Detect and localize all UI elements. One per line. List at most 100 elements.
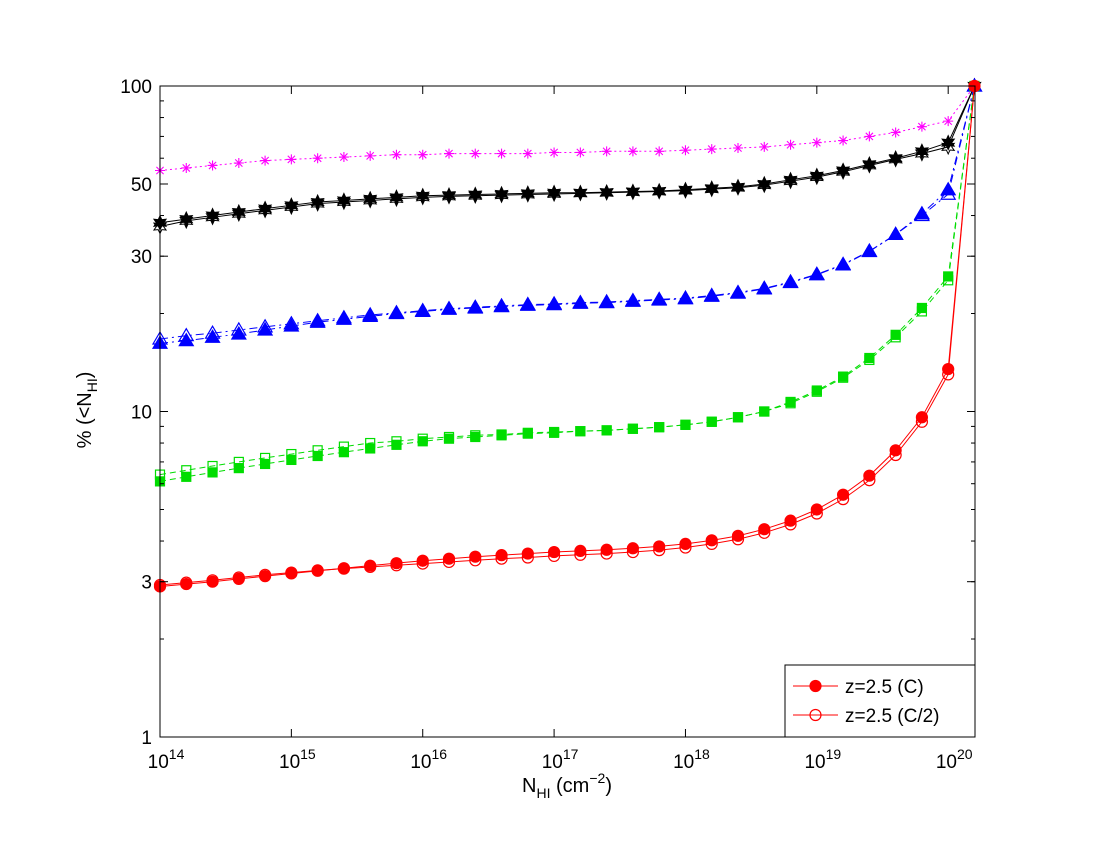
- series-6-point-12: [470, 430, 481, 441]
- series-8-point-12: [469, 554, 482, 567]
- series-6-point-22: [732, 412, 744, 423]
- x-tick-base-1: 10: [279, 752, 300, 773]
- y-tick-label-2: 10: [131, 403, 152, 424]
- x-tick-exp-2: 16: [432, 746, 448, 762]
- series-4-point-29: [913, 207, 930, 222]
- series-0-point-3: [233, 158, 244, 169]
- series-0-point-22: [733, 142, 744, 153]
- series-8-point-21: [705, 537, 718, 550]
- series-0-point-4: [260, 155, 271, 166]
- series-3-point-5: [283, 317, 300, 332]
- series-6: [154, 80, 980, 480]
- series-0-point-5: [286, 154, 297, 165]
- series-4-point-26: [835, 256, 852, 271]
- series-1-point-8: [363, 190, 378, 208]
- series-5-point-8: [365, 443, 376, 454]
- x-axis-ticklabels: 1014 1015 1016 1017 1018 1019 1020: [148, 746, 973, 773]
- x-axis-title-unit-open: (cm: [550, 775, 589, 797]
- series-0-point-9: [391, 149, 402, 160]
- series-6-point-13: [496, 429, 507, 440]
- series-4-point-13: [493, 297, 510, 312]
- series-5-point-7: [338, 447, 350, 458]
- series-7-point-28: [889, 444, 902, 457]
- x-tick-exp-5: 19: [826, 746, 842, 762]
- series-8-point-22: [731, 533, 745, 546]
- x-tick-exp-4: 18: [694, 746, 710, 762]
- y-axis-title-sub: HI: [84, 378, 100, 392]
- series-6-point-1: [181, 465, 192, 476]
- series-5-point-3: [233, 463, 244, 474]
- series-2-point-12: [468, 187, 483, 204]
- series-2-point-5: [284, 198, 299, 216]
- series-1-point-5: [284, 197, 299, 214]
- series-1-point-12: [468, 186, 483, 203]
- series-6-point-10: [417, 433, 428, 444]
- legend-box: [784, 664, 976, 738]
- x-tick-label-1: 1015: [279, 746, 316, 773]
- series-2-point-17: [599, 184, 614, 201]
- series-7-point-15: [547, 545, 561, 559]
- series-2-point-16: [573, 185, 588, 202]
- series-8-point-4: [258, 568, 272, 581]
- series-8-point-13: [495, 552, 508, 565]
- series-2-point-20: [678, 182, 693, 199]
- series-7-point-20: [679, 537, 692, 550]
- series-5-point-2: [207, 467, 218, 478]
- series-1-point-29: [914, 143, 930, 160]
- y-tick-label-1: 3: [141, 573, 152, 594]
- series-6-point-18: [627, 423, 639, 434]
- series-2-point-18: [625, 183, 640, 201]
- series-8-point-16: [574, 548, 587, 561]
- series-2-point-15: [547, 185, 562, 203]
- series-0-point-24: [785, 139, 796, 150]
- series-6-point-25: [811, 386, 822, 397]
- series-4-point-10: [414, 302, 431, 317]
- series-1-point-2: [205, 207, 220, 224]
- series-5-point-1: [181, 471, 192, 482]
- series-8-point-27: [863, 474, 876, 487]
- series-1-point-7: [336, 192, 351, 209]
- series-4-point-28: [887, 226, 904, 241]
- series-5-point-4: [259, 458, 271, 470]
- x-tick-base-6: 10: [936, 752, 957, 773]
- x-tick-label-4: 1018: [673, 746, 710, 773]
- series-8-point-2: [206, 574, 219, 587]
- series-8-point-5: [285, 566, 298, 579]
- series-2-point-23: [757, 176, 772, 194]
- series-4-point-7: [335, 309, 352, 324]
- x-tick-base-4: 10: [673, 752, 694, 773]
- series-6-point-21: [706, 416, 717, 427]
- series-2-point-26: [835, 163, 851, 180]
- x-tick-base-5: 10: [804, 752, 825, 773]
- series-1-point-3: [231, 203, 246, 221]
- series-1-point-26: [836, 162, 851, 179]
- series-0-point-6: [312, 153, 323, 164]
- series-7-point-29: [915, 411, 929, 424]
- series-2-point-22: [730, 179, 746, 196]
- series-0-point-30: [943, 116, 954, 127]
- series-2-point-1: [179, 212, 194, 230]
- series-6-point-6: [312, 445, 323, 456]
- y-tick-label-4: 50: [131, 175, 152, 196]
- series-4-point-27: [861, 242, 878, 257]
- series-8-point-8: [364, 560, 377, 574]
- x-axis-title-sup: −2: [589, 770, 605, 786]
- series-6-point-24: [785, 398, 796, 409]
- series-6-point-11: [443, 431, 455, 443]
- series-1-point-6: [310, 193, 325, 211]
- x-tick-label-0: 1014: [148, 746, 185, 773]
- series-8-point-3: [232, 571, 245, 584]
- x-tick-label-3: 1017: [542, 746, 579, 773]
- series-7-point-5: [285, 567, 298, 580]
- x-axis-title-unit-close: ): [605, 775, 612, 797]
- series-1-point-4: [258, 200, 273, 217]
- y-axis-title: % (<NHI): [74, 372, 100, 449]
- series-2-point-30: [941, 138, 956, 156]
- series-0-point-27: [864, 131, 875, 142]
- y-axis-ticklabels: 1 3 10 30 50 100: [120, 77, 152, 749]
- plot-area: [160, 86, 975, 737]
- series-2-point-27: [862, 157, 877, 174]
- series-0-point-25: [811, 137, 822, 148]
- series-2-point-9: [389, 190, 404, 208]
